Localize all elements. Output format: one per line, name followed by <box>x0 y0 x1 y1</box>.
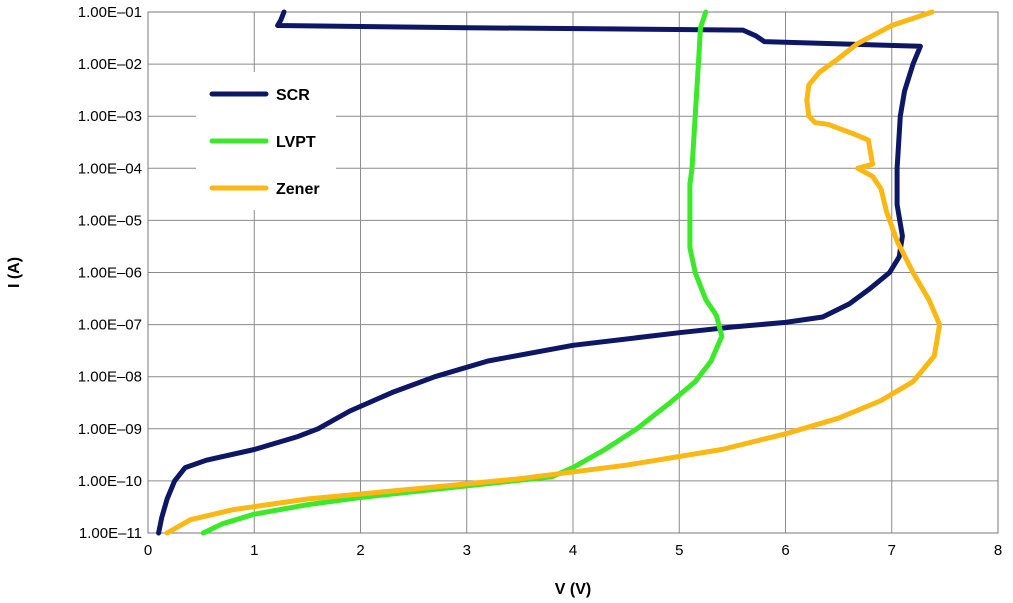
legend-label-zener: Zener <box>276 181 320 198</box>
series-lines <box>156 9 943 536</box>
y-tick-labels: 1.00E–11 1.00E–10 1.00E–09 1.00E–08 1.00E–07… <box>78 4 142 542</box>
x-tick-label: 5 <box>675 542 683 559</box>
series-line-zener <box>164 9 943 536</box>
y-tick-label: 1.00E–11 <box>79 525 142 542</box>
y-tick-label: 1.00E–05 <box>78 212 142 229</box>
legend-label-scr: SCR <box>276 87 310 104</box>
y-tick-label: 1.00E–04 <box>78 160 142 177</box>
x-tick-label: 6 <box>781 542 789 559</box>
y-tick-label: 1.00E–06 <box>78 265 142 282</box>
x-tick-label: 4 <box>569 542 577 559</box>
y-tick-label: 1.00E–02 <box>78 56 142 73</box>
plot-frame <box>147 11 999 534</box>
y-tick-label: 1.00E–08 <box>78 369 142 386</box>
x-tick-labels: 0 1 2 3 4 5 6 7 8 <box>144 542 1002 559</box>
x-tick-label: 8 <box>994 542 1002 559</box>
x-tick-label: 3 <box>463 542 471 559</box>
x-tick-label: 2 <box>356 542 364 559</box>
x-tick-label: 7 <box>888 542 896 559</box>
x-tick-label: 0 <box>144 542 152 559</box>
y-tick-label: 1.00E–03 <box>78 108 142 125</box>
y-tick-label: 1.00E–09 <box>78 421 142 438</box>
x-tick-label: 1 <box>250 542 258 559</box>
legend: SCR LVPT Zener <box>196 72 336 210</box>
legend-label-lvpt: LVPT <box>276 134 316 151</box>
series-line-scr <box>156 9 923 536</box>
series-line-lvpt <box>200 9 725 536</box>
y-tick-label: 1.00E–10 <box>78 473 142 490</box>
y-tick-label: 1.00E–07 <box>78 317 142 334</box>
y-tick-label: 1.00E–01 <box>78 4 142 21</box>
y-axis-title: I (A) <box>6 257 23 288</box>
grid-lines <box>147 11 999 534</box>
x-axis-title: V (V) <box>555 581 591 598</box>
